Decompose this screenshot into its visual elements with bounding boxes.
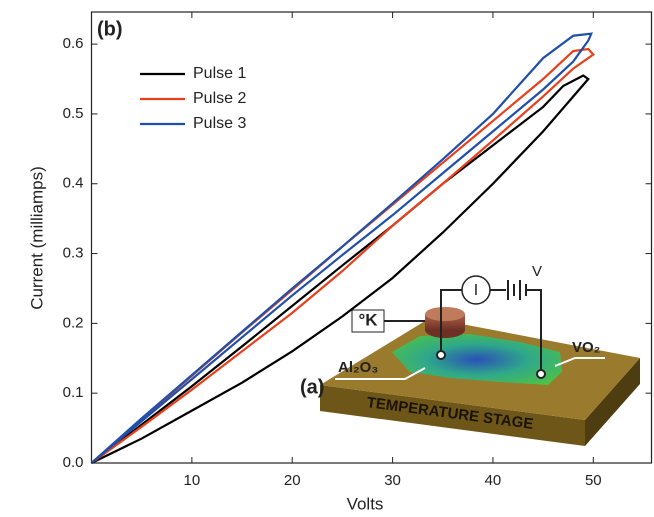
contact [436, 350, 446, 360]
inset-diagram: °K I V Al₂O₃ VO₂ (a) TEMPERATURE STAGE [300, 263, 640, 446]
pointer [554, 357, 605, 367]
inset-label: (a) [300, 376, 324, 398]
stage-side [585, 358, 640, 446]
ammeter-label: I [474, 282, 478, 299]
panel-label: (b) [97, 18, 123, 40]
contact [536, 369, 546, 379]
heater-top [425, 307, 465, 321]
stage-front [320, 385, 585, 446]
x-axis-title: Volts [347, 494, 384, 513]
thermocouple-label: °K [358, 310, 378, 329]
substrate-label: Al₂O₃ [338, 359, 378, 376]
pointer [335, 367, 426, 380]
y-tick-label: 0.6 [63, 35, 84, 52]
y-tick-label: 0.2 [63, 314, 84, 331]
x-tick-label: 20 [284, 472, 301, 489]
legend-label: Pulse 2 [193, 90, 246, 107]
y-tick-label: 0.3 [63, 245, 84, 262]
ammeter [461, 275, 491, 305]
plot-frame [90, 11, 653, 464]
x-tick-label: 10 [184, 472, 201, 489]
y-tick-label: 0.4 [63, 175, 84, 192]
vo2-film [392, 334, 562, 385]
voltage-label: V [532, 263, 542, 280]
film-label: VO₂ [572, 339, 600, 356]
x-tick-label: 40 [485, 472, 502, 489]
y-tick-label: 0.1 [63, 384, 84, 401]
legend-label: Pulse 1 [193, 65, 246, 82]
y-axis-title: Current (milliamps) [27, 166, 46, 310]
y-tick-label: 0.0 [63, 454, 84, 471]
data-line [90, 74, 590, 464]
x-tick-label: 30 [384, 472, 401, 489]
wire [526, 289, 542, 374]
legend-label: Pulse 3 [193, 115, 246, 132]
wire [440, 289, 462, 355]
data-line [90, 32, 594, 464]
x-tick-label: 50 [585, 472, 602, 489]
y-tick-label: 0.5 [63, 105, 84, 122]
